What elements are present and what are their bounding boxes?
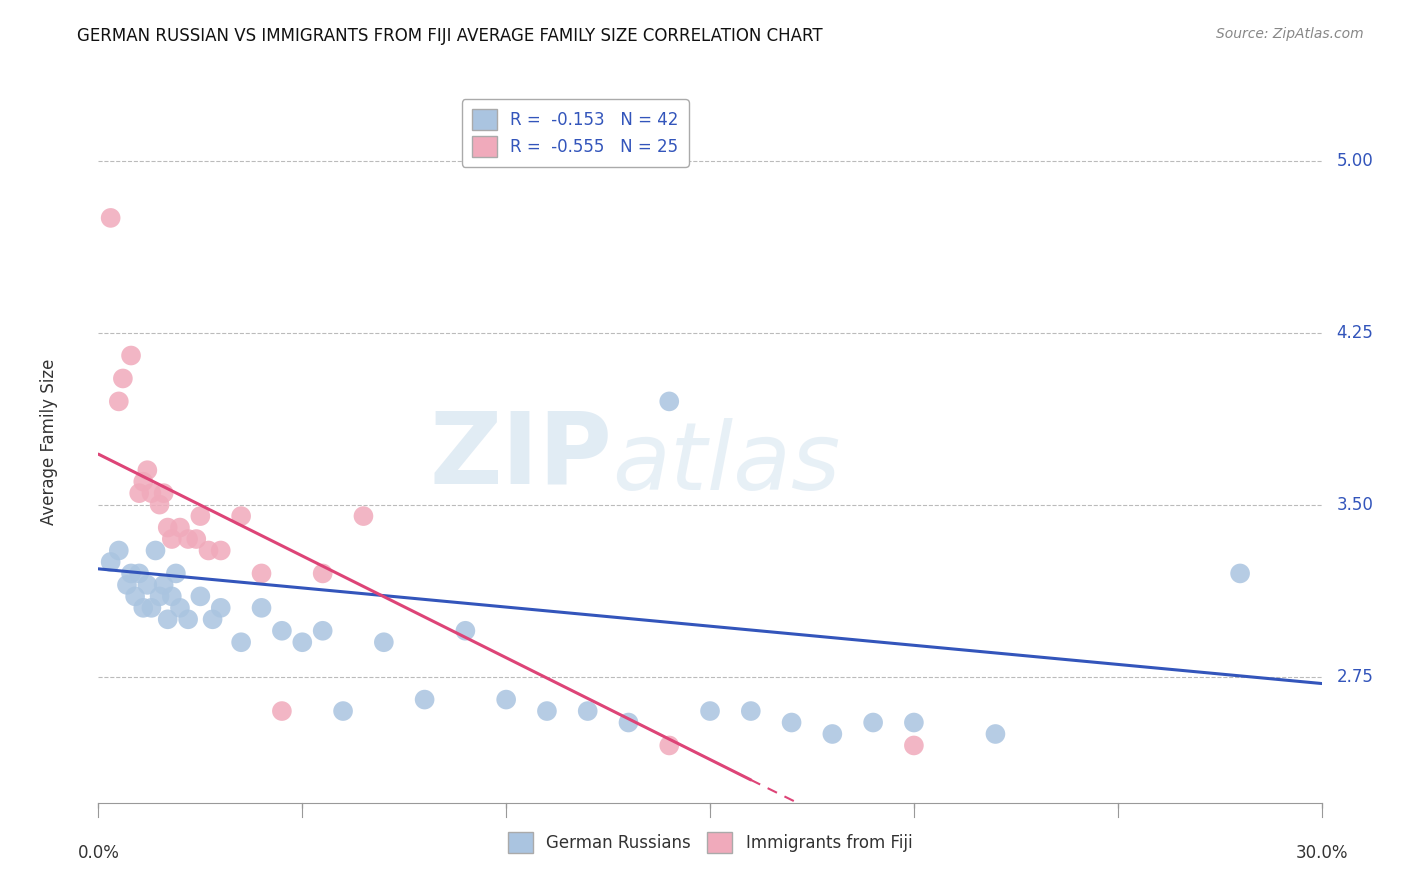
Point <box>231 635 253 649</box>
Point <box>160 532 183 546</box>
Point <box>108 543 131 558</box>
Point <box>141 486 163 500</box>
Point <box>209 600 232 615</box>
Point <box>128 486 150 500</box>
Point <box>132 475 155 489</box>
Point <box>111 371 134 385</box>
Point <box>332 704 354 718</box>
Point <box>149 498 172 512</box>
Point <box>576 704 599 718</box>
Point <box>352 509 374 524</box>
Text: ZIP: ZIP <box>429 408 612 505</box>
Point <box>165 566 187 581</box>
Point <box>108 394 131 409</box>
Point <box>156 520 179 534</box>
Point <box>231 509 253 524</box>
Point <box>160 590 183 604</box>
Point <box>617 715 640 730</box>
Point <box>128 566 150 581</box>
Point <box>821 727 844 741</box>
Point <box>136 578 159 592</box>
Point <box>903 739 925 753</box>
Point <box>177 612 200 626</box>
Point <box>141 600 163 615</box>
Point <box>152 486 174 500</box>
Point <box>188 509 212 524</box>
Point <box>145 543 167 558</box>
Point <box>188 590 212 604</box>
Point <box>250 600 273 615</box>
Point <box>186 532 208 546</box>
Point <box>270 704 294 718</box>
Point <box>740 704 762 718</box>
Text: 2.75: 2.75 <box>1336 667 1374 686</box>
Point <box>373 635 395 649</box>
Point <box>270 624 294 638</box>
Point <box>250 566 273 581</box>
Point <box>780 715 803 730</box>
Text: Source: ZipAtlas.com: Source: ZipAtlas.com <box>1216 27 1364 41</box>
Point <box>115 578 138 592</box>
Point <box>1229 566 1251 581</box>
Point <box>100 211 122 225</box>
Text: Average Family Size: Average Family Size <box>41 359 59 524</box>
Point <box>120 566 142 581</box>
Point <box>169 520 191 534</box>
Text: 3.50: 3.50 <box>1336 496 1374 514</box>
Legend: German Russians, Immigrants from Fiji: German Russians, Immigrants from Fiji <box>501 826 920 860</box>
Point <box>658 394 681 409</box>
Point <box>149 590 172 604</box>
Point <box>862 715 884 730</box>
Point <box>124 590 146 604</box>
Point <box>120 349 142 363</box>
Point <box>201 612 224 626</box>
Point <box>454 624 477 638</box>
Text: 4.25: 4.25 <box>1336 324 1374 342</box>
Point <box>152 578 174 592</box>
Point <box>100 555 122 569</box>
Point <box>312 624 335 638</box>
Point <box>699 704 721 718</box>
Point <box>132 600 155 615</box>
Point <box>197 543 219 558</box>
Text: 30.0%: 30.0% <box>1295 844 1348 862</box>
Point <box>291 635 314 649</box>
Point <box>536 704 558 718</box>
Point <box>658 739 681 753</box>
Text: 5.00: 5.00 <box>1336 152 1374 169</box>
Text: atlas: atlas <box>612 417 841 508</box>
Point <box>413 692 436 706</box>
Text: 0.0%: 0.0% <box>77 844 120 862</box>
Point <box>169 600 191 615</box>
Point <box>136 463 159 477</box>
Point <box>903 715 925 730</box>
Point <box>984 727 1007 741</box>
Point <box>495 692 517 706</box>
Point <box>312 566 335 581</box>
Text: GERMAN RUSSIAN VS IMMIGRANTS FROM FIJI AVERAGE FAMILY SIZE CORRELATION CHART: GERMAN RUSSIAN VS IMMIGRANTS FROM FIJI A… <box>77 27 823 45</box>
Point <box>156 612 179 626</box>
Point <box>209 543 232 558</box>
Point <box>177 532 200 546</box>
